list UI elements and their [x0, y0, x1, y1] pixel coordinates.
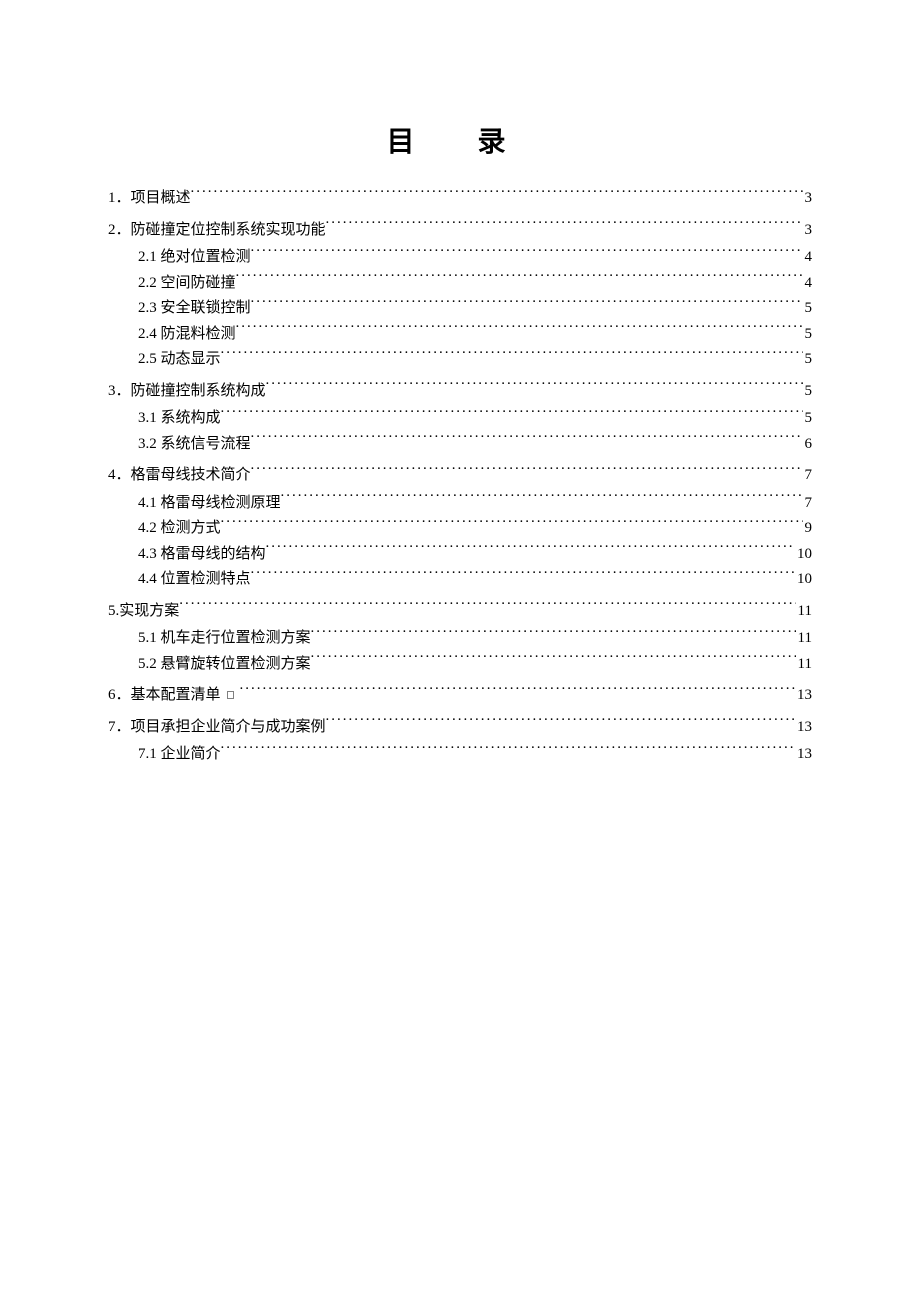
toc-entry-level2: 2.2 空间防碰撞 4 [138, 271, 812, 297]
toc-entry-level1: 4．格雷母线技术简介 7 [108, 463, 812, 489]
toc-leader [221, 348, 803, 363]
toc-label: 3.1 系统构成 [138, 406, 221, 432]
toc-leader [266, 380, 803, 395]
toc-label: 1．项目概述 [108, 186, 191, 212]
toc-leader [266, 543, 795, 558]
cursor-indicator-icon [227, 691, 234, 699]
toc-label: 3.2 系统信号流程 [138, 432, 251, 458]
toc-entry-level2: 3.2 系统信号流程 6 [138, 432, 812, 458]
toc-page: 5 [803, 406, 813, 432]
toc-entry-level1: 3．防碰撞控制系统构成 5 [108, 379, 812, 405]
toc-label: 4．格雷母线技术简介 [108, 463, 251, 489]
toc-page: 9 [803, 516, 813, 542]
toc-label: 2.5 动态显示 [138, 347, 221, 373]
toc-label: 4.4 位置检测特点 [138, 567, 251, 593]
toc-entry-level2: 3.1 系统构成 5 [138, 406, 812, 432]
toc-label: 4.1 格雷母线检测原理 [138, 491, 281, 517]
toc-leader [251, 568, 795, 583]
toc-leader [221, 407, 803, 422]
toc-label: 2.4 防混料检测 [138, 322, 236, 348]
toc-label: 7．项目承担企业简介与成功案例 [108, 715, 326, 741]
toc-page: 13 [795, 742, 812, 768]
toc-page: 5 [803, 379, 813, 405]
toc-page: 13 [795, 715, 812, 741]
toc-entry-level2: 2.5 动态显示 5 [138, 347, 812, 373]
toc-page: 7 [803, 491, 813, 517]
toc-leader [251, 246, 803, 261]
toc-leader [326, 716, 795, 731]
toc-leader [251, 433, 803, 448]
toc-entry-level2: 4.4 位置检测特点 10 [138, 567, 812, 593]
toc-page: 4 [803, 271, 813, 297]
toc-page: 11 [796, 599, 812, 625]
toc-label: 7.1 企业简介 [138, 742, 221, 768]
toc-page: 5 [803, 296, 813, 322]
toc-leader [326, 219, 803, 234]
toc-leader [251, 297, 803, 312]
toc-entry-level2: 4.2 检测方式 9 [138, 516, 812, 542]
table-of-contents: 1．项目概述 3 2．防碰撞定位控制系统实现功能 3 2.1 绝对位置检测 4 … [108, 186, 812, 768]
toc-page: 3 [803, 218, 813, 244]
toc-label: 5.实现方案 [108, 599, 179, 625]
toc-leader [281, 492, 803, 507]
toc-label: 2.2 空间防碰撞 [138, 271, 236, 297]
toc-label: 5.2 悬臂旋转位置检测方案 [138, 652, 311, 678]
toc-leader [191, 187, 803, 202]
toc-leader [311, 627, 796, 642]
toc-page: 10 [795, 567, 812, 593]
toc-label: 6．基本配置清单 [108, 683, 221, 709]
toc-label: 2.3 安全联锁控制 [138, 296, 251, 322]
toc-entry-level2: 2.1 绝对位置检测 4 [138, 245, 812, 271]
toc-label: 4.3 格雷母线的结构 [138, 542, 266, 568]
toc-entry-level2: 2.3 安全联锁控制 5 [138, 296, 812, 322]
toc-leader [221, 517, 803, 532]
toc-page: 7 [803, 463, 813, 489]
toc-label: 5.1 机车走行位置检测方案 [138, 626, 311, 652]
toc-entry-level2: 5.1 机车走行位置检测方案 11 [138, 626, 812, 652]
toc-entry-level1: 1．项目概述 3 [108, 186, 812, 212]
toc-entry-level2: 7.1 企业简介 13 [138, 742, 812, 768]
toc-page: 11 [796, 626, 812, 652]
toc-title: 目 录 [108, 120, 812, 160]
toc-leader [221, 743, 795, 758]
toc-leader [251, 464, 803, 479]
toc-leader [236, 323, 803, 338]
toc-entry-level1: 6．基本配置清单 13 [108, 683, 812, 709]
toc-leader [240, 684, 795, 699]
toc-page: 13 [795, 683, 812, 709]
toc-entry-level1: 7．项目承担企业简介与成功案例 13 [108, 715, 812, 741]
toc-page: 5 [803, 322, 813, 348]
toc-entry-level2: 2.4 防混料检测 5 [138, 322, 812, 348]
toc-label: 4.2 检测方式 [138, 516, 221, 542]
toc-leader [311, 653, 796, 668]
toc-label: 2．防碰撞定位控制系统实现功能 [108, 218, 326, 244]
toc-entry-level1: 2．防碰撞定位控制系统实现功能 3 [108, 218, 812, 244]
toc-entry-level2: 4.3 格雷母线的结构 10 [138, 542, 812, 568]
toc-entry-level1: 5.实现方案 11 [108, 599, 812, 625]
toc-page: 11 [796, 652, 812, 678]
toc-leader [236, 272, 803, 287]
toc-label: 2.1 绝对位置检测 [138, 245, 251, 271]
toc-page: 3 [803, 186, 813, 212]
toc-page: 5 [803, 347, 813, 373]
toc-label: 3．防碰撞控制系统构成 [108, 379, 266, 405]
toc-page: 4 [803, 245, 813, 271]
toc-page: 10 [795, 542, 812, 568]
toc-leader [179, 600, 795, 615]
toc-entry-level2: 4.1 格雷母线检测原理 7 [138, 491, 812, 517]
toc-page: 6 [803, 432, 813, 458]
toc-entry-level2: 5.2 悬臂旋转位置检测方案 11 [138, 652, 812, 678]
